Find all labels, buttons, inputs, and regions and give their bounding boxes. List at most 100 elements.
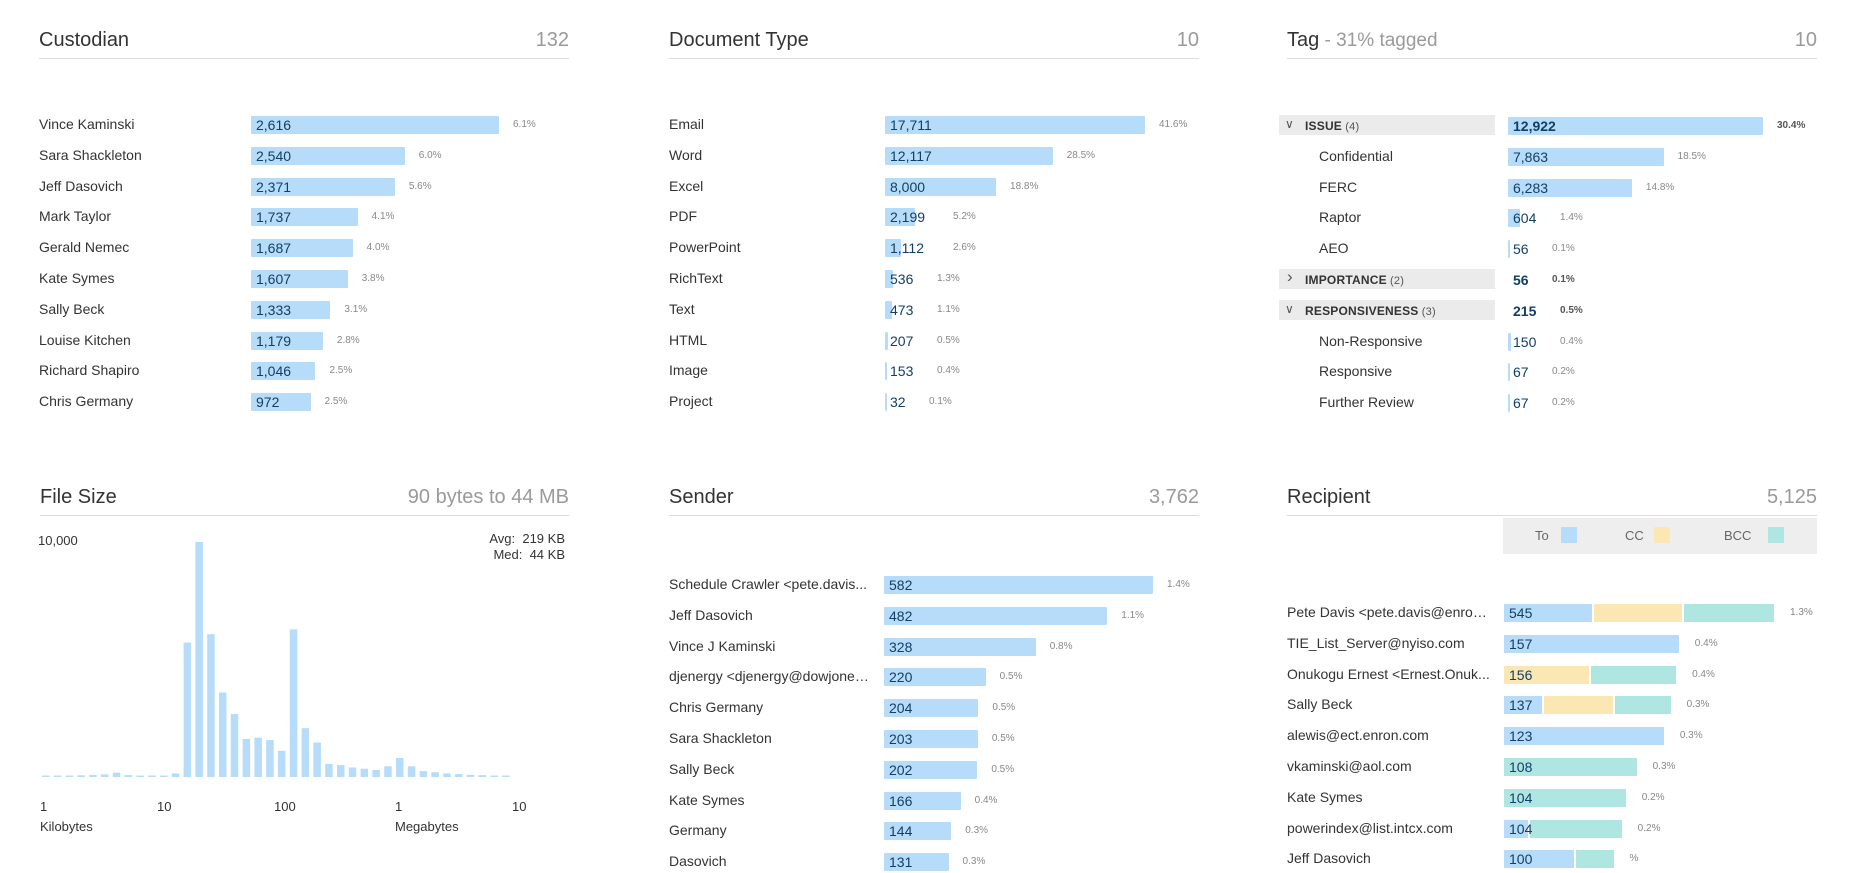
- recipient-row-stackbar[interactable]: [1504, 634, 1681, 653]
- tag-group-header[interactable]: ∨ RESPONSIVENESS (3): [1279, 299, 1495, 320]
- sender-row-bar[interactable]: [884, 576, 1153, 594]
- doctype-row-bar[interactable]: [885, 362, 888, 381]
- tag-row-bar[interactable]: [1508, 147, 1664, 166]
- histogram-bar[interactable]: [419, 771, 428, 778]
- doctype-row[interactable]: RichText 536 1.3%: [669, 268, 1199, 290]
- doctype-row-bar[interactable]: [885, 270, 893, 288]
- recipient-to-segment[interactable]: [1504, 819, 1529, 838]
- tag-group-row[interactable]: › IMPORTANCE (2) 56 0.1%: [1279, 267, 1817, 291]
- custodian-row[interactable]: Richard Shapiro 1,046 2.5%: [39, 360, 569, 382]
- histogram-bar[interactable]: [77, 775, 85, 777]
- doctype-row-bar[interactable]: [885, 177, 997, 196]
- recipient-to-segment[interactable]: [1504, 634, 1679, 653]
- histogram-bar[interactable]: [183, 642, 192, 778]
- doctype-row[interactable]: PowerPoint 1,112 2.6%: [669, 237, 1199, 259]
- recipient-row[interactable]: vkaminski@aol.com 108 0.3%: [1287, 756, 1817, 778]
- tag-row-bar[interactable]: [1508, 332, 1512, 351]
- sender-row-bar[interactable]: [884, 791, 961, 810]
- recipient-bcc-segment[interactable]: [1615, 696, 1671, 715]
- recipient-bcc-segment[interactable]: [1504, 788, 1626, 807]
- doctype-row-bar[interactable]: [885, 208, 916, 227]
- histogram-bar[interactable]: [89, 774, 97, 777]
- histogram-bar[interactable]: [148, 775, 156, 778]
- histogram-bar[interactable]: [478, 775, 487, 777]
- doctype-row[interactable]: Email 17,711 41.6%: [669, 114, 1199, 136]
- recipient-row[interactable]: powerindex@list.intcx.com 104 0.2%: [1287, 818, 1817, 840]
- custodian-row-bar[interactable]: [251, 116, 499, 134]
- histogram-bar[interactable]: [455, 774, 463, 777]
- recipient-row[interactable]: alewis@ect.enron.com 123 0.3%: [1287, 725, 1817, 747]
- histogram-bar[interactable]: [53, 775, 62, 778]
- custodian-row-bar[interactable]: [251, 270, 348, 288]
- recipient-cc-segment[interactable]: [1544, 696, 1614, 715]
- sender-row-bar[interactable]: [884, 668, 986, 687]
- sender-row[interactable]: Schedule Crawler <pete.davis... 582 1.4%: [669, 574, 1199, 596]
- tag-row[interactable]: Raptor 604 1.4%: [1287, 207, 1817, 229]
- custodian-row-bar[interactable]: [251, 239, 353, 258]
- chevron-down-icon[interactable]: ∨: [1285, 301, 1294, 316]
- histogram-bar[interactable]: [101, 774, 109, 777]
- sender-row[interactable]: Dasovich 131 0.3%: [669, 851, 1199, 873]
- recipient-bcc-segment[interactable]: [1683, 604, 1774, 622]
- custodian-row-bar[interactable]: [251, 177, 395, 196]
- sender-row-bar[interactable]: [884, 637, 1036, 656]
- recipient-to-segment[interactable]: [1504, 727, 1664, 746]
- doctype-row[interactable]: Excel 8,000 18.8%: [669, 176, 1199, 198]
- histogram-bar[interactable]: [372, 769, 380, 777]
- histogram-bar[interactable]: [502, 775, 510, 778]
- tag-row-bar[interactable]: [1508, 209, 1520, 228]
- tag-row[interactable]: Non-Responsive 150 0.4%: [1287, 331, 1817, 353]
- chevron-right-icon[interactable]: ›: [1287, 267, 1293, 286]
- histogram-bar[interactable]: [136, 775, 144, 778]
- histogram-bar[interactable]: [219, 692, 227, 778]
- sender-row[interactable]: Germany 144 0.3%: [669, 820, 1199, 842]
- doctype-row-bar[interactable]: [885, 146, 1053, 165]
- recipient-row-stackbar[interactable]: [1504, 758, 1639, 776]
- recipient-row-stackbar[interactable]: [1504, 604, 1776, 622]
- histogram-bar[interactable]: [42, 775, 50, 778]
- recipient-cc-segment[interactable]: [1504, 665, 1590, 684]
- sender-row[interactable]: Jeff Dasovich 482 1.1%: [669, 605, 1199, 627]
- tag-row[interactable]: AEO 56 0.1%: [1287, 238, 1817, 260]
- sender-row-bar[interactable]: [884, 699, 979, 718]
- doctype-row[interactable]: Word 12,117 28.5%: [669, 145, 1199, 167]
- tag-row[interactable]: Confidential 7,863 18.5%: [1287, 146, 1817, 168]
- custodian-row[interactable]: Mark Taylor 1,737 4.1%: [39, 206, 569, 228]
- custodian-row[interactable]: Kate Symes 1,607 3.8%: [39, 268, 569, 290]
- histogram-bar[interactable]: [348, 767, 357, 778]
- histogram-bar[interactable]: [466, 774, 475, 777]
- histogram-bar[interactable]: [278, 750, 286, 777]
- recipient-bcc-segment[interactable]: [1530, 819, 1622, 838]
- doctype-row-bar[interactable]: [885, 116, 1145, 134]
- custodian-row[interactable]: Sally Beck 1,333 3.1%: [39, 299, 569, 321]
- histogram-bar[interactable]: [230, 713, 239, 777]
- histogram-bar[interactable]: [301, 728, 310, 777]
- doctype-row-bar[interactable]: [885, 331, 888, 350]
- tag-row[interactable]: Responsive 67 0.2%: [1287, 361, 1817, 383]
- chevron-down-icon[interactable]: ∨: [1285, 117, 1294, 131]
- histogram-bar[interactable]: [289, 629, 298, 777]
- custodian-row-bar[interactable]: [251, 331, 323, 350]
- doctype-row[interactable]: Image 153 0.4%: [669, 360, 1199, 382]
- custodian-row-bar[interactable]: [251, 300, 331, 319]
- doctype-row[interactable]: Text 473 1.1%: [669, 299, 1199, 321]
- histogram-bar[interactable]: [112, 772, 121, 777]
- sender-row-bar[interactable]: [884, 822, 952, 841]
- histogram-bar[interactable]: [254, 737, 262, 777]
- histogram-bar[interactable]: [171, 773, 180, 777]
- tag-row-bar[interactable]: [1508, 178, 1632, 197]
- custodian-row-bar[interactable]: [251, 393, 311, 412]
- doctype-row-bar[interactable]: [885, 239, 901, 258]
- recipient-bcc-segment[interactable]: [1591, 665, 1677, 684]
- sender-row[interactable]: Vince J Kaminski 328 0.8%: [669, 636, 1199, 658]
- recipient-row-stackbar[interactable]: [1504, 665, 1678, 684]
- doctype-row[interactable]: Project 32 0.1%: [669, 391, 1199, 413]
- histogram-bar[interactable]: [65, 775, 74, 778]
- histogram-bar[interactable]: [384, 766, 392, 777]
- doctype-row-bar[interactable]: [885, 300, 892, 319]
- custodian-row[interactable]: Vince Kaminski 2,616 6.1%: [39, 114, 569, 136]
- histogram-bar[interactable]: [325, 763, 333, 777]
- recipient-row[interactable]: Kate Symes 104 0.2%: [1287, 787, 1817, 809]
- filesize-histogram[interactable]: [40, 542, 560, 782]
- recipient-row[interactable]: Onukogu Ernest <Ernest.Onuk... 156 0.4%: [1287, 664, 1817, 686]
